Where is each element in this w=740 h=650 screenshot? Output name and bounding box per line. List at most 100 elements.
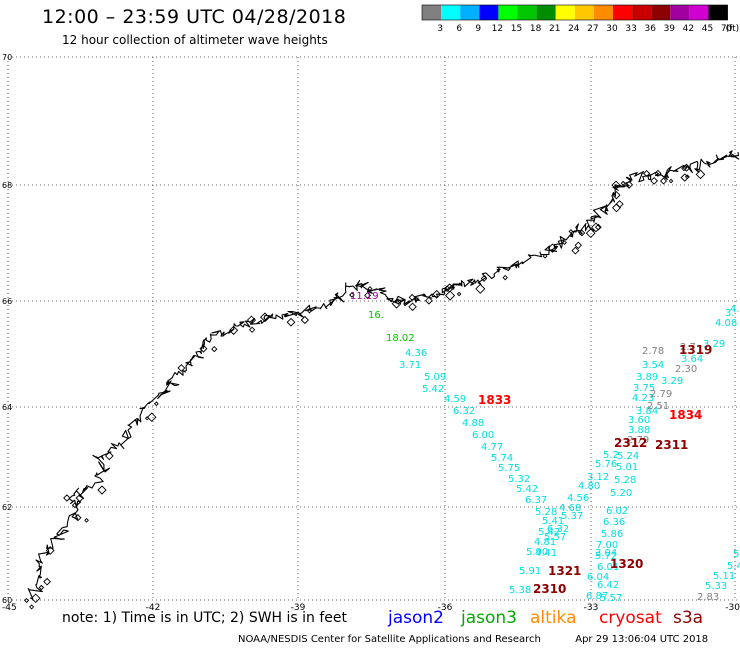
observation-time-label: 1834: [669, 408, 702, 422]
legend-frame: [421, 4, 728, 21]
wave-height-label: 2.30: [675, 364, 697, 375]
coastal-islands: [24, 163, 706, 610]
wave-height-label: 4.88: [462, 418, 484, 429]
wave-height-label: 5.91: [519, 566, 541, 577]
footer-note: note: 1) Time is in UTC; 2) SWH is in fe…: [62, 610, 348, 626]
legend-label: 39: [664, 24, 676, 34]
wave-height-label: 5.42: [516, 484, 538, 495]
legend-swatch: [498, 5, 518, 20]
legend-label: 6: [456, 24, 462, 34]
wave-height-label: 5.20: [610, 488, 632, 499]
longitude-label: -45: [2, 603, 17, 613]
wave-height-label: 3.04: [595, 548, 617, 559]
credit-text: NOAA/NESDIS Center for Satellite Applica…: [238, 634, 541, 645]
wave-height-label: 5.74: [491, 453, 513, 464]
wave-height-label: 7.00: [596, 540, 618, 551]
wave-height-label: 5.57: [544, 532, 566, 543]
wave-height-label: 3.29: [703, 339, 725, 350]
wave-height-label: 6.42: [597, 580, 619, 591]
wave-height-label: 3.89: [636, 372, 658, 383]
wave-height-label: 5.41: [542, 516, 564, 527]
wave-height-label: 4.80: [578, 481, 600, 492]
wave-height-label: 5.38: [509, 585, 531, 596]
wave-height-label: 5.76: [595, 459, 617, 470]
wave-height-label: 2.78: [642, 346, 664, 357]
legend-swatch: [593, 5, 613, 20]
observation-time-label: 1833: [478, 393, 511, 407]
wave-height-label: 5.42: [538, 527, 560, 538]
legend-label: 30: [606, 24, 618, 34]
legend-swatch: [517, 5, 537, 20]
wave-height-label: 6.32: [453, 406, 475, 417]
wave-height-label: 3.29: [661, 376, 683, 387]
legend-label: 33: [625, 24, 636, 34]
longitude-label: -30: [725, 603, 740, 613]
wave-height-label: 3.84: [636, 406, 658, 417]
page-title: 12:00 – 23:59 UTC 04/28/2018: [42, 6, 347, 28]
legend-label: 21: [549, 24, 560, 34]
longitude-label: -33: [584, 603, 599, 613]
wave-height-label: 5.37: [561, 511, 583, 522]
lat-lon-grid: [7, 56, 740, 601]
footer-credit: NOAA/NESDIS Center for Satellite Applica…: [238, 634, 708, 645]
legend-label: 9: [475, 24, 481, 34]
wave-height-label: 6.02: [606, 506, 628, 517]
wave-height-label: 4.68: [559, 503, 581, 514]
wave-height-label: 6.32: [547, 524, 569, 535]
wave-height-label: 6.04: [587, 572, 609, 583]
greenland-coastline: [24, 150, 740, 610]
wave-height-label: 5.75: [498, 463, 520, 474]
longitude-label: -42: [146, 603, 161, 613]
wave-height-label: 4.77: [481, 442, 503, 453]
legend-label: 15: [511, 24, 522, 34]
wave-height-label: 5.28: [535, 507, 557, 518]
latitude-label: 62: [2, 503, 12, 512]
observation-time-label: 1320: [610, 557, 643, 571]
wave-height-label: 4.08: [715, 318, 737, 329]
observation-time-label: 1319: [679, 343, 712, 357]
legend-swatch: [689, 5, 709, 20]
wave-height-label: 6.87: [586, 591, 608, 602]
wave-height-label: 2.83: [697, 592, 719, 603]
observation-time-label: 2310: [533, 582, 566, 596]
wave-height-label: 2.79: [627, 435, 649, 446]
longitude-label: -39: [291, 603, 306, 613]
legend-label: 3: [437, 24, 443, 34]
legend-swatch: [536, 5, 556, 20]
legend-swatch: [632, 5, 652, 20]
observation-time-label: 2312: [614, 436, 647, 450]
legend-label: 45: [702, 24, 713, 34]
wave-height-label: 2.7: [680, 342, 696, 353]
legend-swatch: [670, 5, 690, 20]
wave-height-label: 4.23: [632, 393, 654, 404]
longitude-label: -36: [438, 603, 453, 613]
wave-height-label: 5.11: [713, 571, 735, 582]
wave-height-label: 6.36: [603, 517, 625, 528]
satellite-label-cryosat: cryosat: [599, 608, 662, 628]
wave-height-label: 4.41: [535, 548, 557, 559]
wave-height-label: 5.3: [733, 549, 740, 560]
wave-height-label: 2.79: [650, 389, 672, 400]
wave-height-label: 3.75: [633, 383, 655, 394]
wave-height-label: 3.: [725, 308, 735, 319]
observation-time-label: 2311: [655, 438, 688, 452]
wave-height-label: 3.60: [628, 415, 650, 426]
wave-height-label: 5.32: [508, 474, 530, 485]
observation-labels: 11.1916.18.024.363.715.095.424.596.324.8…: [350, 291, 740, 604]
legend-swatch: [460, 5, 480, 20]
legend-swatch: [441, 5, 461, 20]
latitude-label: 70: [2, 53, 12, 62]
wave-height-label: 6.37: [525, 495, 547, 506]
wave-height-label: 3.12: [587, 472, 609, 483]
satellite-label-s3a: s3a: [673, 608, 704, 628]
wave-height-label: 3.54: [642, 360, 664, 371]
legend-swatch: [708, 5, 728, 20]
wave-height-label: 5.09: [424, 372, 446, 383]
satellite-label-jason3: jason3: [461, 608, 517, 628]
legend-swatch: [422, 5, 442, 20]
legend-label: 36: [644, 24, 656, 34]
wave-height-label: 5.42: [422, 384, 444, 395]
wave-height-label: 5.01: [616, 462, 638, 473]
wave-height-label: 5.57: [600, 593, 622, 604]
